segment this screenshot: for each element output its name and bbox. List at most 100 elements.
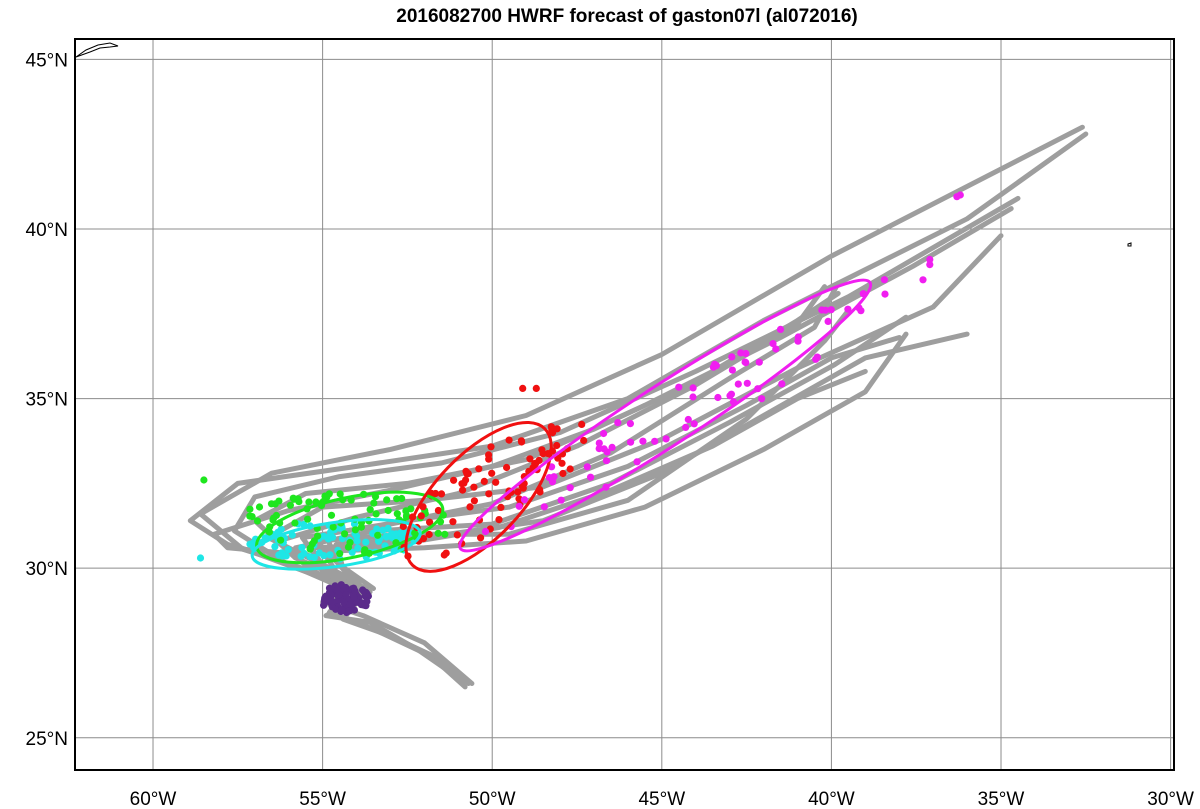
position-dot [812, 355, 820, 363]
position-dot [462, 467, 470, 475]
position-dot [336, 490, 344, 498]
position-dot [953, 193, 961, 201]
position-dot [324, 535, 332, 543]
position-dot [341, 585, 349, 593]
track-line [276, 284, 828, 598]
position-dot [425, 530, 433, 539]
lat-tick-label: 25°N [26, 729, 68, 750]
position-dot [383, 496, 391, 504]
position-dot [325, 490, 333, 498]
position-dot [374, 531, 382, 539]
position-dot [520, 496, 529, 504]
position-dot [333, 586, 342, 594]
track-line [265, 233, 1004, 595]
position-dot [514, 488, 522, 496]
coastline-nova-scotia [75, 42, 119, 58]
position-dot [595, 439, 603, 447]
position-dot [505, 436, 513, 444]
position-dot [419, 503, 427, 511]
position-dot [538, 446, 546, 454]
position-dot [535, 456, 543, 464]
position-dot [772, 345, 780, 353]
position-dot [426, 518, 434, 526]
position-dot [711, 360, 719, 368]
position-dot [926, 255, 934, 264]
position-dot [253, 517, 262, 525]
position-dot [689, 384, 697, 392]
position-dot [487, 443, 495, 451]
position-dot [305, 498, 313, 506]
position-dot [728, 353, 736, 361]
lat-tick-label: 35°N [26, 390, 68, 411]
track-line [323, 335, 902, 595]
position-dot [526, 455, 534, 463]
uncertainty-ellipse [250, 518, 422, 571]
position-dot [246, 512, 254, 520]
position-dot [769, 340, 777, 348]
position-dot [275, 497, 283, 505]
position-dot [382, 533, 390, 541]
position-dot [633, 458, 641, 466]
position-dot [758, 395, 766, 403]
lat-tick-label: 30°N [26, 559, 68, 580]
position-dot [532, 384, 540, 392]
position-dot [350, 593, 358, 601]
position-dot [351, 526, 359, 534]
position-dot [778, 380, 786, 388]
position-dot [727, 390, 736, 398]
lon-tick-label: 30°W [1147, 789, 1194, 809]
position-dot [608, 443, 616, 451]
position-dot [684, 415, 692, 424]
position-dot [320, 601, 328, 609]
position-dot [284, 546, 292, 554]
position-dot [919, 276, 927, 284]
position-dot [519, 484, 527, 492]
position-dot [449, 518, 457, 526]
position-dot [728, 366, 737, 374]
position-dot [824, 317, 832, 325]
position-dot [434, 529, 442, 537]
position-dot [557, 496, 565, 504]
position-dot [366, 506, 374, 514]
position-dot [689, 393, 697, 401]
position-dot [578, 420, 586, 428]
position-dot [488, 469, 496, 477]
position-dot [344, 543, 353, 551]
position-dot [776, 325, 785, 333]
position-dot [348, 548, 356, 556]
position-dot [320, 552, 328, 560]
position-dot [200, 476, 208, 484]
position-dot [639, 437, 647, 445]
position-dot [336, 550, 344, 558]
position-dot [714, 393, 722, 402]
position-dot [437, 490, 446, 498]
position-dot [485, 490, 493, 498]
position-dot [559, 469, 567, 478]
position-dot [332, 605, 340, 613]
position-dot [306, 553, 314, 561]
position-dot [341, 530, 349, 538]
position-dot [926, 261, 934, 269]
axis-labels: 60°W 55°W 50°W 45°W 40°W 35°W 30°W 45°N 40°N 35°N… [26, 50, 1194, 809]
position-dot [372, 510, 380, 518]
position-dot [434, 506, 442, 515]
position-dot [545, 474, 554, 482]
position-dot [475, 465, 483, 473]
position-dot [743, 379, 751, 387]
position-dot [614, 419, 622, 427]
position-dot [327, 511, 336, 519]
position-dot [734, 380, 742, 388]
position-dot [362, 538, 370, 546]
position-dot [485, 451, 493, 459]
position-dot [450, 476, 458, 484]
position-dot [440, 551, 448, 559]
lat-tick-label: 40°N [26, 220, 68, 241]
position-dot [558, 459, 566, 467]
lon-tick-label: 40°W [808, 789, 855, 809]
position-dot [794, 333, 802, 341]
position-dot [466, 503, 474, 511]
position-dot [393, 495, 401, 503]
position-dot [742, 359, 750, 367]
position-dot [328, 597, 336, 605]
position-dot [354, 544, 362, 552]
